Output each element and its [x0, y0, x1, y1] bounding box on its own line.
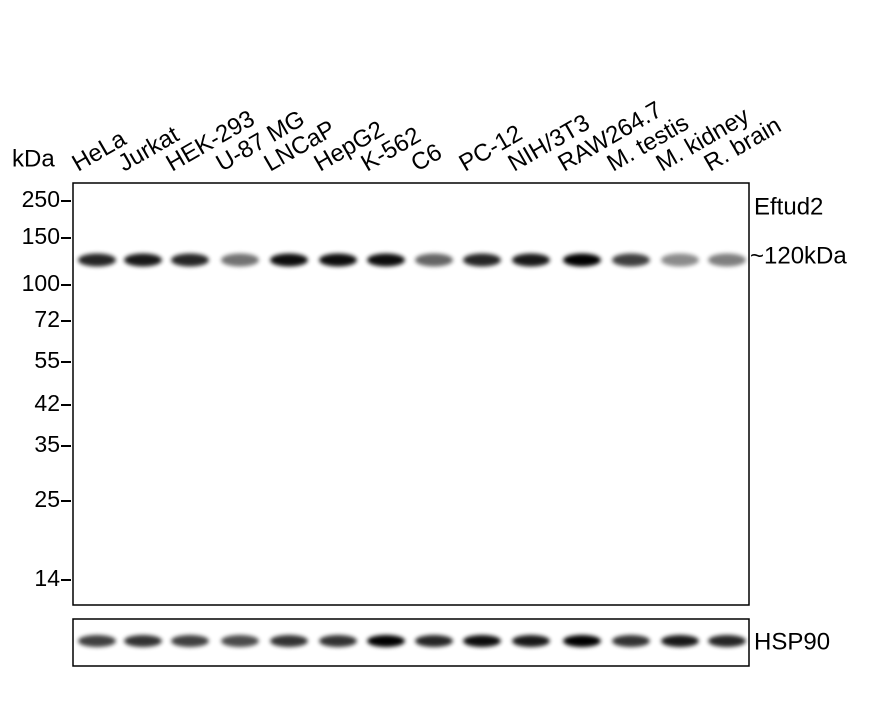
target-band	[319, 253, 357, 267]
target-band	[367, 253, 405, 267]
marker-label: 42	[34, 390, 60, 416]
hsp90-band	[661, 635, 699, 647]
marker-label: 25	[34, 486, 60, 512]
loading-control-label: HSP90	[754, 628, 830, 655]
band-size-label: ~120kDa	[750, 242, 847, 269]
hsp90-band	[612, 635, 650, 647]
axis-unit: kDa	[12, 145, 55, 172]
marker-label: 250	[22, 186, 60, 212]
target-label: Eftud2	[754, 193, 823, 220]
hsp90-band	[78, 635, 116, 647]
target-band	[563, 253, 601, 267]
target-band	[463, 253, 501, 267]
marker-label: 35	[34, 431, 60, 457]
target-band	[270, 253, 308, 267]
marker-label: 72	[34, 306, 60, 332]
bands	[78, 253, 746, 647]
main-blot-frame	[72, 182, 750, 606]
marker-label: 55	[34, 347, 60, 373]
target-band	[415, 253, 453, 267]
hsp90-band	[319, 635, 357, 647]
hsp90-band	[463, 635, 501, 647]
target-band	[512, 253, 550, 267]
marker-label: 150	[22, 223, 60, 249]
hsp90-band	[708, 635, 746, 647]
hsp90-band	[221, 635, 259, 647]
hsp90-band	[171, 635, 209, 647]
target-band	[708, 253, 746, 267]
hsp90-band	[512, 635, 550, 647]
marker-label: 100	[22, 270, 60, 296]
target-band	[78, 253, 116, 267]
target-band	[124, 253, 162, 267]
target-band	[661, 253, 699, 267]
hsp90-band	[563, 635, 601, 647]
target-band	[171, 253, 209, 267]
hsp90-band	[270, 635, 308, 647]
target-band	[221, 253, 259, 267]
hsp90-band	[415, 635, 453, 647]
hsp90-band	[124, 635, 162, 647]
marker-label: 14	[34, 565, 60, 591]
hsp90-band	[367, 635, 405, 647]
target-band	[612, 253, 650, 267]
